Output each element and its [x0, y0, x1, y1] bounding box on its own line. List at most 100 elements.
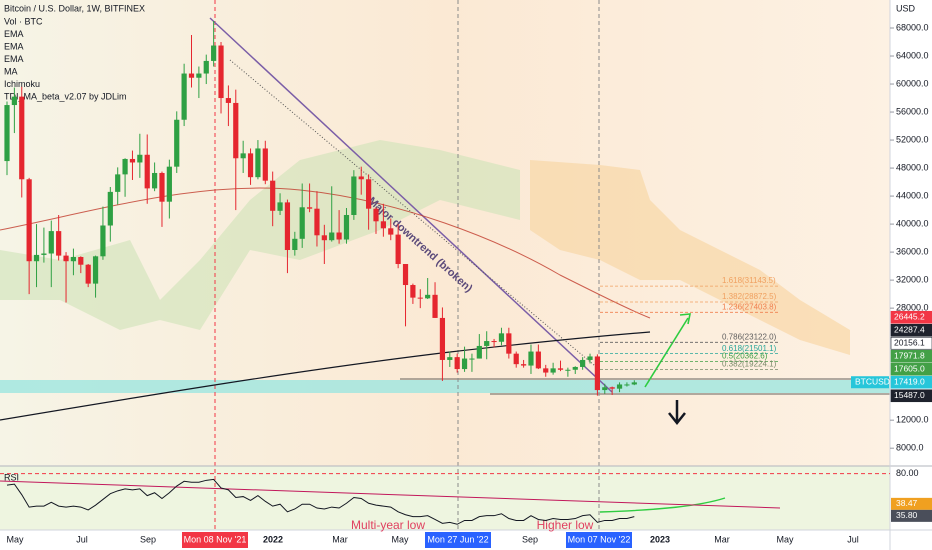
rsi-pane — [0, 466, 890, 530]
price-tag-label: 26445.2 — [894, 311, 925, 321]
candle-body — [225, 98, 231, 103]
fib-label: 0.618(21501.1) — [722, 344, 777, 353]
candle-body — [115, 174, 121, 192]
rsi-trend — [0, 480, 781, 509]
legend-item: Ichimoku — [4, 79, 40, 89]
candle-body — [306, 207, 313, 209]
rsi-title: RSI — [4, 472, 19, 482]
ma-line — [0, 331, 651, 421]
candle-body — [498, 333, 505, 342]
fib-label: 1.236(27403.8) — [722, 302, 777, 311]
fib-label: 1.618(31143.5) — [722, 276, 776, 285]
candle-body — [557, 368, 564, 370]
candle-body — [19, 96, 25, 180]
x-tick-label: May — [391, 534, 409, 544]
rsi-tag — [891, 509, 932, 522]
y-tick-label: 32000.0 — [896, 274, 929, 284]
x-tick-label: Mon 07 Nov '22 — [568, 534, 631, 544]
x-tick-label: 2022 — [263, 534, 283, 544]
price-tag — [890, 375, 932, 389]
date-highlight — [566, 532, 632, 548]
candle-body — [299, 207, 305, 239]
y-tick-label: 36000.0 — [896, 246, 929, 256]
date-highlight — [182, 532, 248, 548]
candle-body — [580, 359, 586, 367]
candle-body — [314, 208, 320, 236]
candle-body — [506, 333, 512, 354]
candle-body — [572, 366, 578, 370]
candle-body — [247, 153, 254, 178]
legend-item: EMA — [4, 29, 24, 39]
main-pane — [0, 0, 890, 466]
candle-body — [461, 358, 468, 370]
candle-body — [129, 158, 136, 163]
candle-body — [380, 221, 386, 229]
candle-body — [144, 154, 150, 189]
y-tick-label: 60000.0 — [896, 78, 929, 88]
candle-body — [425, 294, 431, 299]
y-tick-label: 12000.0 — [896, 415, 929, 425]
candle-body — [432, 294, 438, 318]
legend-item: MA — [4, 66, 18, 76]
candle-body — [343, 214, 350, 240]
x-tick-label: Jul — [76, 534, 88, 544]
ma-line — [0, 187, 651, 319]
candle-body — [395, 234, 401, 265]
x-tick-label: Mar — [332, 534, 348, 544]
y-tick-label: 56000.0 — [896, 106, 929, 116]
price-tag — [890, 323, 932, 337]
candle-body — [277, 202, 283, 211]
support-zone — [0, 380, 890, 393]
candle-body — [152, 172, 158, 189]
rsi-arrow — [599, 497, 726, 513]
candle-body — [565, 369, 571, 371]
candle-body — [262, 148, 268, 181]
rsi-tick-label: 80.00 — [896, 468, 919, 478]
arrow-head — [668, 412, 686, 426]
candle-body — [284, 202, 291, 251]
candle-body — [535, 351, 541, 369]
candle-body — [85, 264, 91, 284]
candle-body — [609, 387, 615, 389]
candle-body — [4, 105, 10, 162]
fib-label: 0.382(19224.1) — [722, 360, 777, 369]
price-tag — [890, 389, 932, 403]
candle-body — [159, 172, 165, 202]
price-tag-label: 17971.8 — [894, 350, 925, 360]
candle-body — [351, 176, 357, 215]
ichimoku-cloud — [530, 160, 850, 355]
candle-body — [100, 225, 106, 257]
candle-body — [439, 317, 446, 360]
candle-body — [624, 384, 630, 386]
candle-body — [63, 255, 69, 262]
candle-body — [240, 153, 246, 159]
candle-body — [70, 257, 77, 262]
candle-body — [366, 179, 372, 209]
candle-body — [358, 176, 364, 180]
candle-body — [188, 73, 195, 78]
annotation: Multi-year low — [351, 518, 425, 532]
candle-body — [196, 73, 202, 78]
x-tick-label: Mon 27 Jun '22 — [427, 534, 488, 544]
price-tag-label: 20156.1 — [894, 337, 925, 347]
y-tick-label: 44000.0 — [896, 190, 929, 200]
candle-body — [107, 191, 113, 226]
x-tick-label: Mon 08 Nov '21 — [184, 534, 247, 544]
candle-body — [218, 45, 224, 99]
candle-body — [78, 257, 84, 265]
x-tick-label: Sep — [140, 534, 156, 544]
candle-body — [329, 232, 335, 241]
candle-body — [174, 119, 180, 167]
x-tick-label: May — [776, 534, 794, 544]
candle-body — [594, 356, 600, 391]
candle-body — [122, 158, 128, 175]
candle-body — [476, 345, 482, 359]
candle-body — [410, 285, 416, 298]
candle-body — [454, 357, 460, 370]
candle-body — [48, 231, 54, 254]
y-tick-label: 40000.0 — [896, 218, 929, 228]
price-tag — [890, 362, 932, 376]
symbol-tag — [851, 376, 889, 389]
legend-title: Bitcoin / U.S. Dollar, 1W, BITFINEX — [4, 3, 145, 13]
y-tick-label: 52000.0 — [896, 134, 929, 144]
